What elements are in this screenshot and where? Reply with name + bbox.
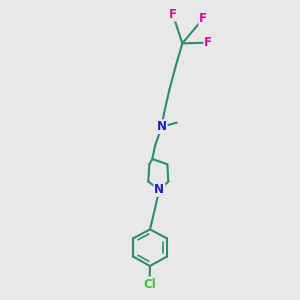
Text: F: F	[169, 8, 177, 20]
Text: N: N	[157, 120, 167, 133]
Text: N: N	[154, 183, 164, 196]
Text: F: F	[199, 12, 207, 25]
Text: F: F	[204, 36, 212, 49]
Text: Cl: Cl	[143, 278, 156, 290]
